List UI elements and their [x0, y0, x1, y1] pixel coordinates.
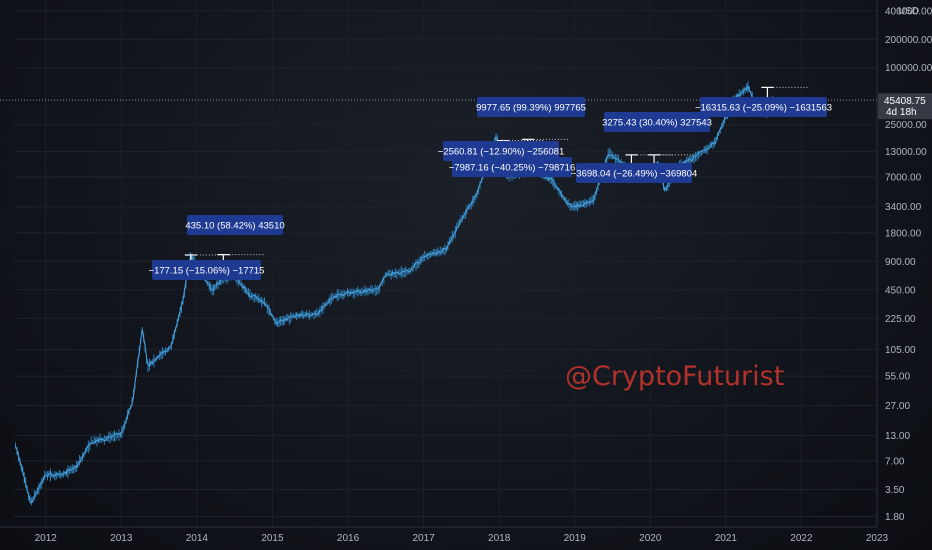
x-tick-label: 2022: [790, 533, 813, 544]
y-tick-label: 105.00: [885, 345, 916, 356]
annotation-label: 3275.43 (30.40%) 327543: [602, 118, 712, 129]
x-tick-label: 2019: [564, 533, 587, 544]
time-axis[interactable]: 2012 2013 2014 2015 2016 2017 2018 2019 2020 2021…: [0, 526, 889, 544]
annotation-label: −16315.63 (−25.09%) −1631563: [695, 103, 832, 114]
annotation-label: −177.15 (−15.06%) −17715: [149, 266, 265, 277]
chart-grid: [14, 0, 878, 527]
measure-annotation: −2560.81 (−12.90%) −256081: [438, 141, 565, 161]
measure-annotation: 9977.65 (99.39%) 997765: [476, 97, 586, 117]
x-tick-label: 2020: [639, 533, 662, 544]
measure-annotation: −177.15 (−15.06%) −17715: [149, 260, 265, 280]
x-tick-label: 2018: [488, 533, 511, 544]
y-tick-label: 7.00: [885, 456, 905, 467]
y-tick-label: 100000.00: [885, 63, 932, 74]
currency-label: USD: [898, 6, 919, 17]
y-tick-label: 200000.00: [885, 35, 932, 46]
y-tick-label: 3.50: [885, 485, 905, 496]
price-tag-countdown: 4d 18h: [886, 107, 917, 118]
x-tick-label: 2016: [337, 533, 360, 544]
y-tick-label: 3400.00: [885, 202, 922, 213]
y-tick-label: 25000.00: [885, 120, 927, 131]
measure-annotation: −16315.63 (−25.09%) −1631563: [695, 97, 832, 117]
y-tick-label: 13.00: [885, 431, 910, 442]
y-tick-label: 225.00: [885, 314, 916, 325]
measure-annotation: −3698.04 (−26.49%) −369804: [571, 163, 698, 183]
watermark: @CryptoFuturist: [565, 361, 784, 392]
annotation-label: 9977.65 (99.39%) 997765: [476, 103, 586, 114]
annotation-label: −2560.81 (−12.90%) −256081: [438, 147, 565, 158]
y-tick-label: 1.80: [885, 512, 905, 523]
series-line: [15, 84, 774, 504]
y-tick-label: 400000.00: [885, 6, 932, 17]
price-tag-value: 45408.75: [884, 96, 926, 107]
y-tick-label: 1800.00: [885, 228, 922, 239]
measure-annotations: 435.10 (58.42%) 43510 −177.15 (−15.06%) −…: [149, 97, 832, 280]
x-tick-label: 2023: [866, 533, 889, 544]
x-tick-label: 2012: [35, 533, 58, 544]
measure-annotation: 435.10 (58.42%) 43510: [185, 215, 285, 235]
annotation-label: −3698.04 (−26.49%) −369804: [571, 169, 698, 180]
x-tick-label: 2015: [261, 533, 284, 544]
plot-area[interactable]: [15, 81, 774, 506]
y-tick-label: 55.00: [885, 372, 910, 383]
x-tick-label: 2014: [186, 533, 209, 544]
price-axis[interactable]: 400000.00 200000.00 100000.00 25000.00 13000…: [876, 0, 932, 527]
y-tick-label: 900.00: [885, 257, 916, 268]
x-tick-label: 2013: [110, 533, 133, 544]
annotation-label: 435.10 (58.42%) 43510: [185, 221, 284, 232]
price-tag: 45408.75 4d 18h: [878, 93, 932, 120]
y-tick-label: 7000.00: [885, 173, 922, 184]
measure-annotation: 3275.43 (30.40%) 327543: [602, 112, 712, 132]
y-tick-label: 27.00: [885, 401, 910, 412]
x-tick-label: 2017: [412, 533, 435, 544]
measure-annotation: −7987.16 (−40.25%) −798716: [449, 157, 576, 177]
y-tick-label: 450.00: [885, 285, 916, 296]
annotation-label: −7987.16 (−40.25%) −798716: [449, 163, 576, 174]
x-tick-label: 2021: [715, 533, 738, 544]
y-tick-label: 13000.00: [885, 147, 927, 158]
